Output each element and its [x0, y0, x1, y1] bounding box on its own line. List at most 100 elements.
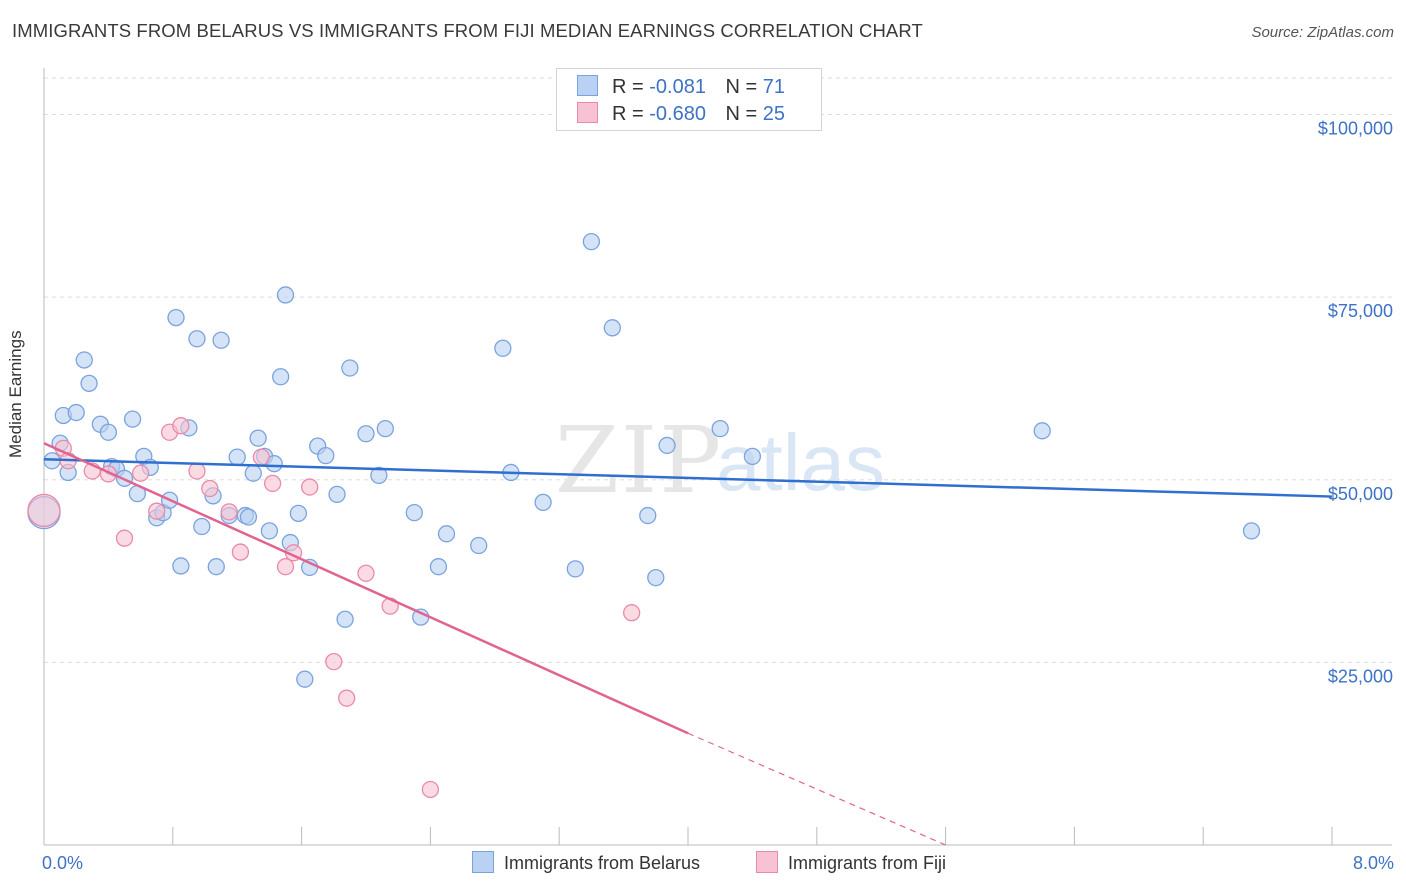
belarus-point [566, 560, 584, 578]
fiji-swatch [577, 102, 598, 123]
stats-legend: R = -0.081 N = 71 R = -0.680 N = 25 [556, 68, 822, 131]
fiji-point [263, 474, 282, 493]
belarus-point [276, 286, 295, 304]
belarus-point [328, 485, 346, 504]
belarus-point [743, 447, 762, 466]
x-tick-label-max: 8.0% [1352, 853, 1394, 873]
r-label: R = [612, 76, 644, 98]
belarus-point [317, 447, 335, 465]
fiji-point [115, 529, 134, 547]
belarus-point [603, 319, 621, 337]
belarus-point [1242, 522, 1261, 540]
legend-item-belarus: Immigrants from Belarus [472, 851, 700, 874]
y-tick-label: $75,000 [1328, 301, 1393, 321]
legend-label-fiji: Immigrants from Fiji [788, 853, 947, 873]
belarus-point [534, 493, 552, 512]
fiji-point [357, 564, 375, 582]
belarus-point [123, 410, 142, 428]
data-points [27, 232, 1261, 799]
legend-row-belarus: R = -0.081 N = 71 [577, 75, 785, 99]
grid [44, 77, 1392, 663]
belarus-point [370, 466, 388, 485]
belarus-point [1033, 422, 1051, 440]
belarus-point [647, 568, 665, 587]
n-label: N = [725, 76, 758, 98]
n-value: 71 [762, 76, 786, 98]
belarus-point [260, 522, 279, 540]
fiji-trend-line [43, 442, 689, 735]
fiji-point [252, 448, 271, 466]
belarus-point [212, 331, 230, 349]
fiji-point [276, 558, 295, 576]
belarus-point [289, 504, 308, 523]
fiji-point [421, 780, 440, 799]
r-value: -0.081 [649, 76, 706, 98]
belarus-point [193, 517, 211, 536]
y-tick-label: $25,000 [1328, 666, 1393, 686]
belarus-point [639, 506, 657, 525]
fiji-point [188, 462, 206, 480]
belarus-point [167, 308, 185, 327]
source-label: Source: ZipAtlas.com [1251, 24, 1394, 41]
belarus-point [207, 558, 225, 576]
fiji-point [338, 689, 356, 707]
belarus-point [296, 670, 314, 688]
fiji-point [220, 503, 238, 521]
belarus-point [376, 419, 394, 438]
belarus-legend-swatch [472, 851, 494, 873]
belarus-point [582, 232, 601, 251]
belarus-point [67, 403, 85, 422]
belarus-point [336, 610, 354, 628]
belarus-point [405, 503, 423, 522]
y-tick-labels: $25,000 $50,000 $75,000 $100,000 [1318, 119, 1393, 687]
y-axis-label: Median Earnings [6, 330, 25, 458]
r-label: R = [612, 103, 644, 125]
belarus-point [658, 436, 676, 455]
fiji-trend-line-extension [687, 732, 946, 846]
n-value: 25 [762, 103, 786, 125]
belarus-point [80, 374, 98, 392]
belarus-point [711, 419, 729, 438]
axes [43, 68, 1392, 846]
fiji-point [300, 478, 319, 496]
y-tick-label: $100,000 [1318, 119, 1393, 139]
belarus-point [429, 558, 448, 576]
legend-item-fiji: Immigrants from Fiji [756, 851, 946, 874]
y-tick-label: $50,000 [1328, 484, 1393, 504]
watermark-zip: ZIP [555, 407, 723, 514]
fiji-legend-swatch [756, 851, 778, 873]
n-label: N = [725, 103, 758, 125]
belarus-point [470, 536, 488, 555]
legend-row-fiji: R = -0.680 N = 25 [577, 102, 785, 126]
fiji-point [201, 479, 219, 498]
belarus-point [239, 508, 258, 526]
belarus-trend-line [43, 458, 1333, 498]
belarus-point [244, 464, 262, 482]
legend-label-belarus: Immigrants from Belarus [504, 853, 701, 873]
fiji-point [172, 417, 190, 435]
fiji-point [623, 604, 641, 622]
belarus-point [75, 351, 93, 369]
fiji-point [325, 653, 343, 671]
belarus-point [249, 429, 267, 447]
belarus-point [172, 557, 190, 575]
belarus-point [341, 359, 359, 377]
watermark-atlas: atlas [716, 418, 885, 507]
belarus-point [228, 448, 246, 466]
fiji-point [231, 543, 250, 561]
trend-lines [43, 442, 1333, 846]
r-value: -0.680 [649, 103, 706, 125]
belarus-point [188, 330, 206, 348]
fiji-point [27, 493, 61, 528]
fiji-point [148, 502, 166, 520]
belarus-point [494, 339, 512, 357]
x-tick-label-min: 0.0% [42, 853, 84, 873]
fiji-point [131, 464, 150, 482]
belarus-point [437, 525, 456, 543]
chart-title: IMMIGRANTS FROM BELARUS VS IMMIGRANTS FR… [12, 20, 923, 41]
belarus-point [357, 425, 375, 443]
belarus-point [272, 368, 290, 386]
belarus-point [99, 423, 118, 441]
belarus-swatch [577, 75, 598, 96]
